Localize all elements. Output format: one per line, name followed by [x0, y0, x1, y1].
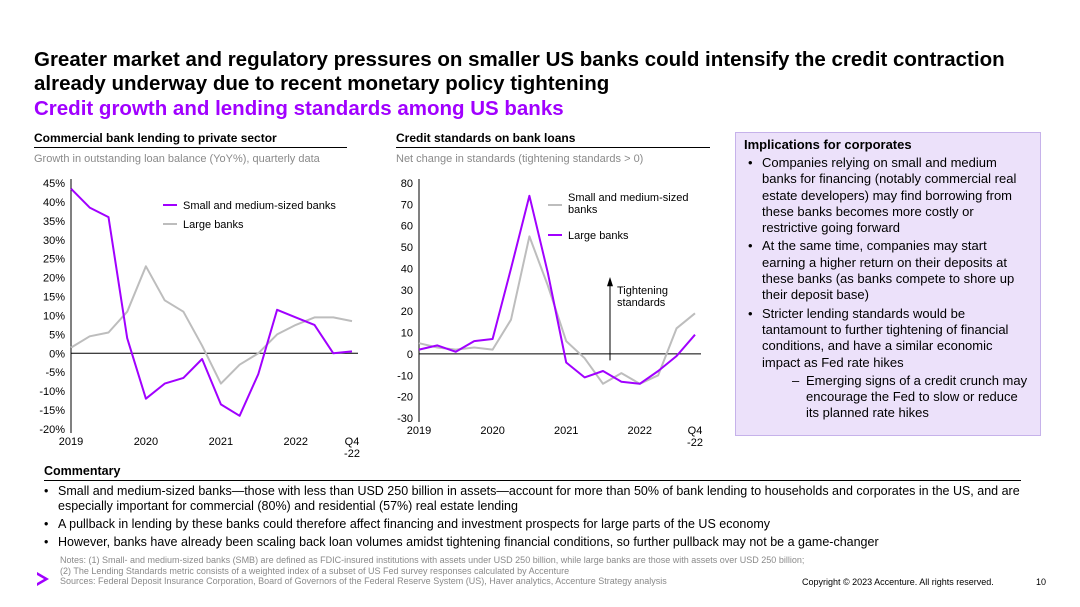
implications-panel: Implications for corporates Companies re…: [735, 132, 1041, 436]
legend-label: Large banks: [183, 219, 244, 231]
y-tick-label: -15%: [39, 405, 65, 417]
y-tick-label: 70: [401, 199, 413, 211]
x-tick-label: 2022: [628, 425, 652, 437]
implications-list: Companies relying on small and medium ba…: [744, 155, 1032, 422]
page-title: Greater market and regulatory pressures …: [34, 48, 1005, 95]
series-line: [70, 187, 353, 417]
legend-label: Small and medium-sized banks: [183, 200, 336, 212]
y-tick-label: 10: [401, 328, 413, 340]
annotation-label: Tightening: [617, 285, 668, 297]
y-tick-label: 20: [401, 306, 413, 318]
tightening-arrow-head: [607, 277, 613, 287]
implication-item: Stricter lending standards would be tant…: [744, 306, 1032, 371]
y-tick-label: 60: [401, 221, 413, 233]
x-tick-label: 2022: [284, 436, 308, 448]
x-tick-label: Q4: [345, 436, 360, 448]
notes-line-1: Notes: (1) Small- and medium-sized banks…: [60, 555, 805, 565]
x-tick-label: 2021: [209, 436, 233, 448]
x-tick-label: -22: [344, 448, 360, 460]
x-tick-label: 2019: [59, 436, 83, 448]
chart1-title: Commercial bank lending to private secto…: [34, 131, 347, 148]
y-tick-label: 25%: [43, 254, 65, 266]
x-tick-label: 2020: [480, 425, 504, 437]
x-tick-label: 2020: [134, 436, 158, 448]
footnotes: Notes: (1) Small- and medium-sized banks…: [60, 555, 960, 587]
implication-subitem: Emerging signs of a credit crunch may en…: [744, 373, 1032, 422]
legend-label: Large banks: [568, 230, 629, 242]
y-tick-label: -10: [397, 370, 413, 382]
chart2-title: Credit standards on bank loans: [396, 131, 710, 148]
y-tick-label: 10%: [43, 310, 65, 322]
legend-label: Small and medium-sized: [568, 192, 688, 204]
y-tick-label: 30%: [43, 235, 65, 247]
chart1-subtitle: Growth in outstanding loan balance (YoY%…: [34, 153, 320, 165]
y-tick-label: 40%: [43, 197, 65, 209]
y-tick-label: 40: [401, 263, 413, 275]
series-line: [418, 235, 696, 385]
y-tick-label: -20: [397, 392, 413, 404]
y-tick-label: -5%: [45, 367, 65, 379]
y-tick-label: 0%: [49, 348, 65, 360]
y-tick-label: 45%: [43, 178, 65, 190]
implication-item: At the same time, companies may start ea…: [744, 238, 1032, 303]
commentary-item: However, banks have already been scaling…: [44, 535, 1034, 550]
y-tick-label: 35%: [43, 216, 65, 228]
y-tick-label: 20%: [43, 273, 65, 285]
y-tick-label: 80: [401, 178, 413, 190]
implications-title: Implications for corporates: [744, 137, 912, 152]
y-tick-label: -10%: [39, 386, 65, 398]
y-tick-label: 30: [401, 285, 413, 297]
x-tick-label: -22: [687, 437, 703, 449]
accenture-chevron-icon: [37, 572, 49, 586]
y-tick-label: -30: [397, 413, 413, 425]
implication-item: Companies relying on small and medium ba…: [744, 155, 1032, 236]
commentary-item: A pullback in lending by these banks cou…: [44, 517, 1034, 532]
y-tick-label: 50: [401, 242, 413, 254]
annotation-label: standards: [617, 297, 666, 309]
y-tick-label: 5%: [49, 329, 65, 341]
commentary-section: Small and medium-sized banks—those with …: [44, 484, 1034, 553]
chart2-subtitle: Net change in standards (tightening stan…: [396, 153, 644, 165]
commentary-title: Commentary: [44, 464, 1021, 481]
x-tick-label: 2019: [407, 425, 431, 437]
y-tick-label: -20%: [39, 424, 65, 436]
page-number: 10: [1036, 577, 1047, 587]
y-tick-label: 0: [407, 349, 413, 361]
y-tick-label: 15%: [43, 292, 65, 304]
chart1-svg: 45% 40% 35% 30% 25% 20% 15% 10% 5% 0% -5% -10% -15% -…: [39, 178, 360, 460]
legend-label: banks: [568, 204, 598, 216]
x-tick-label: 2021: [554, 425, 578, 437]
commentary-list: Small and medium-sized banks—those with …: [44, 484, 1034, 550]
commentary-item: Small and medium-sized banks—those with …: [44, 484, 1034, 514]
notes-line-2: (2) The Lending Standards metric consist…: [60, 565, 570, 576]
sources-line: Sources: Federal Deposit Insurance Corpo…: [60, 576, 667, 586]
series-line: [70, 265, 353, 385]
x-tick-label: Q4: [688, 425, 703, 437]
page-subtitle: Credit growth and lending standards amon…: [34, 97, 564, 120]
series-line: [418, 194, 696, 385]
copyright: Copyright © 2023 Accenture. All rights r…: [802, 577, 994, 587]
